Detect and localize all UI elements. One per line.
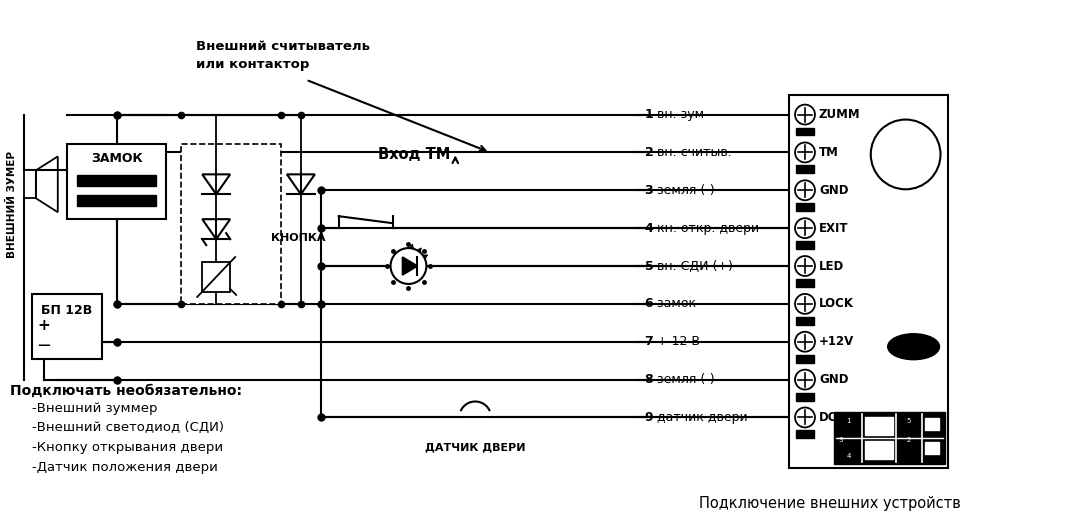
- Polygon shape: [403, 257, 418, 275]
- Circle shape: [795, 180, 815, 200]
- Bar: [796, 355, 814, 363]
- Bar: [796, 203, 814, 211]
- Text: LED: LED: [819, 260, 844, 272]
- Text: 4: 4: [644, 221, 653, 235]
- Text: -Внешний светодиод (СДИ): -Внешний светодиод (СДИ): [32, 421, 223, 435]
- Text: 5: 5: [906, 419, 911, 424]
- Text: Подключать необязательно:: Подключать необязательно:: [10, 384, 242, 398]
- Text: датчик двери: датчик двери: [653, 411, 748, 424]
- Text: TM: TM: [819, 146, 839, 159]
- Text: 1: 1: [644, 108, 653, 121]
- Text: ZUMM: ZUMM: [819, 108, 860, 121]
- Bar: [796, 241, 814, 249]
- Text: Внешний считыватель: Внешний считыватель: [197, 40, 371, 53]
- Text: ДАТЧИК ДВЕРИ: ДАТЧИК ДВЕРИ: [425, 442, 525, 452]
- Text: замок: замок: [653, 297, 696, 311]
- Circle shape: [795, 256, 815, 276]
- Bar: [796, 128, 814, 135]
- Text: GND: GND: [819, 373, 848, 386]
- Text: ВНЕШНИЙ ЗУМЕР: ВНЕШНИЙ ЗУМЕР: [6, 151, 17, 258]
- Text: 3: 3: [644, 184, 653, 197]
- Text: ЗАМОК: ЗАМОК: [90, 152, 143, 165]
- Text: 7: 7: [644, 335, 653, 348]
- Bar: [925, 442, 939, 454]
- Circle shape: [795, 143, 815, 162]
- Bar: [833, 413, 945, 464]
- Text: EXIT: EXIT: [819, 221, 848, 235]
- Bar: [796, 317, 814, 325]
- Bar: [796, 165, 814, 174]
- Circle shape: [795, 370, 815, 389]
- Text: кн. откр. двери: кн. откр. двери: [653, 221, 758, 235]
- Text: 2: 2: [906, 437, 911, 443]
- Text: 6: 6: [644, 297, 653, 311]
- Text: +12V: +12V: [819, 335, 854, 348]
- Text: 3: 3: [839, 437, 843, 443]
- Bar: [865, 418, 892, 435]
- Text: DOOR: DOOR: [819, 411, 858, 424]
- Text: −: −: [37, 337, 52, 355]
- Text: 4: 4: [846, 453, 851, 459]
- Bar: [796, 431, 814, 438]
- Text: 1: 1: [846, 419, 851, 424]
- Text: -Кнопку открывания двери: -Кнопку открывания двери: [32, 441, 223, 454]
- Bar: [67, 145, 166, 219]
- Bar: [789, 95, 948, 468]
- Text: земля (-): земля (-): [653, 373, 714, 386]
- Text: или контактор: или контактор: [197, 58, 309, 71]
- Text: 8: 8: [644, 373, 653, 386]
- Text: LOCK: LOCK: [819, 297, 854, 311]
- Bar: [182, 145, 281, 304]
- Bar: [32, 294, 102, 358]
- Circle shape: [795, 332, 815, 352]
- Bar: [202, 262, 230, 292]
- Bar: [925, 419, 939, 431]
- Text: Подключение внешних устройств: Подключение внешних устройств: [699, 496, 961, 511]
- Text: 2: 2: [644, 146, 653, 159]
- Bar: [76, 195, 157, 206]
- Text: + 12 В: + 12 В: [653, 335, 699, 348]
- Text: БП 12В: БП 12В: [41, 304, 92, 317]
- Text: Вход ТМ: Вход ТМ: [378, 147, 450, 162]
- Text: 9: 9: [644, 411, 653, 424]
- Bar: [76, 175, 157, 186]
- Text: -Датчик положения двери: -Датчик положения двери: [32, 461, 218, 474]
- Circle shape: [391, 248, 426, 284]
- Text: КНОПКА: КНОПКА: [272, 233, 325, 243]
- Circle shape: [795, 407, 815, 427]
- Bar: [865, 441, 892, 459]
- Circle shape: [795, 218, 815, 238]
- Text: GND: GND: [819, 184, 848, 197]
- Text: земля (-): земля (-): [653, 184, 714, 197]
- Bar: [796, 392, 814, 401]
- Circle shape: [795, 105, 815, 125]
- Text: вн. зум: вн. зум: [653, 108, 703, 121]
- Bar: [24, 170, 35, 198]
- Text: 5: 5: [644, 260, 653, 272]
- Text: вн. считыв.: вн. считыв.: [653, 146, 731, 159]
- Text: +: +: [38, 318, 50, 333]
- Text: -Внешний зуммер: -Внешний зуммер: [32, 402, 158, 415]
- Ellipse shape: [888, 334, 940, 359]
- Circle shape: [795, 294, 815, 314]
- Text: вн. СДИ (+): вн. СДИ (+): [653, 260, 732, 272]
- Circle shape: [871, 119, 941, 190]
- Bar: [796, 279, 814, 287]
